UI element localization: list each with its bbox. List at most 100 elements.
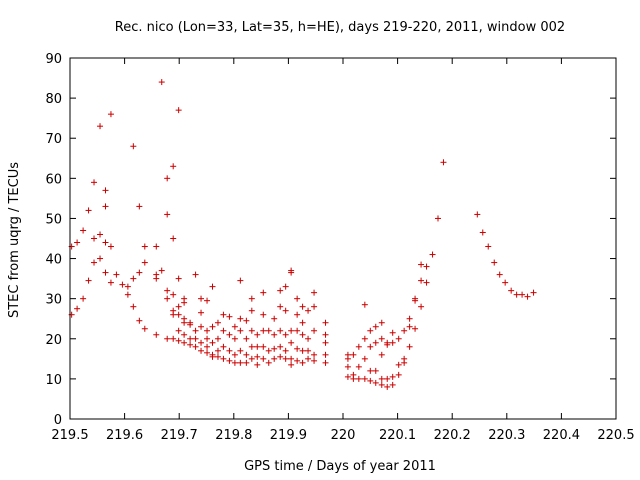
data-point [282, 331, 289, 338]
data-point [378, 381, 385, 388]
data-point [198, 339, 205, 346]
x-tick-label: 220.3 [488, 428, 525, 443]
data-point [136, 269, 143, 276]
data-point [74, 305, 81, 312]
data-point [243, 335, 250, 342]
data-point [198, 295, 205, 302]
data-point [265, 347, 272, 354]
data-point [204, 327, 211, 334]
chart-title: Rec. nico (Lon=33, Lat=35, h=HE), days 2… [115, 20, 565, 35]
data-point [141, 243, 148, 250]
data-point [372, 367, 379, 374]
data-point [435, 215, 442, 222]
data-point [299, 303, 306, 310]
data-point [74, 239, 81, 246]
data-point [158, 79, 165, 86]
data-point [288, 355, 295, 362]
data-point [204, 297, 211, 304]
x-tick-label: 219.5 [51, 428, 88, 443]
data-point [288, 269, 295, 276]
data-point [395, 361, 402, 368]
data-point [91, 179, 98, 186]
data-point [164, 175, 171, 182]
y-tick-label: 80 [45, 92, 62, 107]
data-point [248, 295, 255, 302]
data-point [277, 303, 284, 310]
data-point [265, 359, 272, 366]
data-point [378, 335, 385, 342]
data-point [153, 275, 160, 282]
data-point [412, 297, 419, 304]
data-point [107, 243, 114, 250]
data-point [406, 323, 413, 330]
data-point [299, 319, 306, 326]
data-point [214, 335, 221, 342]
data-point [231, 323, 238, 330]
data-point [311, 303, 318, 310]
data-point [254, 353, 261, 360]
data-point [181, 319, 188, 326]
data-point [187, 321, 194, 328]
data-point [311, 357, 318, 364]
x-tick-label: 220 [331, 428, 356, 443]
data-point [401, 327, 408, 334]
data-point [361, 335, 368, 342]
data-point [361, 355, 368, 362]
data-point [119, 281, 126, 288]
y-tick-label: 30 [45, 293, 62, 308]
data-point [204, 335, 211, 342]
data-point [231, 335, 238, 342]
data-point [237, 315, 244, 322]
data-point [198, 347, 205, 354]
data-point [164, 287, 171, 294]
data-point [423, 279, 430, 286]
data-point [294, 345, 301, 352]
data-point [530, 289, 537, 296]
data-point [175, 275, 182, 282]
data-point [192, 327, 199, 334]
x-axis-label: GPS time / Days of year 2011 [244, 459, 436, 474]
data-point [254, 331, 261, 338]
data-point [204, 343, 211, 350]
data-point [311, 289, 318, 296]
data-point [175, 303, 182, 310]
data-point [192, 343, 199, 350]
data-point [344, 373, 351, 380]
data-point [389, 381, 396, 388]
data-point [322, 319, 329, 326]
data-point [181, 299, 188, 306]
data-point [248, 327, 255, 334]
data-point [271, 355, 278, 362]
x-tick-label: 219.9 [270, 428, 307, 443]
data-point [80, 227, 87, 234]
data-point [187, 341, 194, 348]
data-point [204, 349, 211, 356]
y-tick-label: 0 [54, 413, 62, 428]
data-point [305, 355, 312, 362]
data-point [519, 291, 526, 298]
data-point [214, 347, 221, 354]
data-point [102, 239, 109, 246]
data-point [220, 355, 227, 362]
data-point [164, 335, 171, 342]
data-point [367, 367, 374, 374]
data-point [158, 267, 165, 274]
data-point [80, 295, 87, 302]
data-point [130, 275, 137, 282]
data-point [220, 343, 227, 350]
data-point [226, 331, 233, 338]
data-point [288, 339, 295, 346]
data-point [355, 375, 362, 382]
data-point [406, 343, 413, 350]
data-point [401, 359, 408, 366]
data-point [389, 339, 396, 346]
data-point [248, 355, 255, 362]
data-point [243, 317, 250, 324]
data-point [271, 345, 278, 352]
data-point [344, 355, 351, 362]
y-tick-label: 50 [45, 212, 62, 227]
data-point [423, 263, 430, 270]
data-point [97, 123, 104, 130]
data-point [305, 347, 312, 354]
